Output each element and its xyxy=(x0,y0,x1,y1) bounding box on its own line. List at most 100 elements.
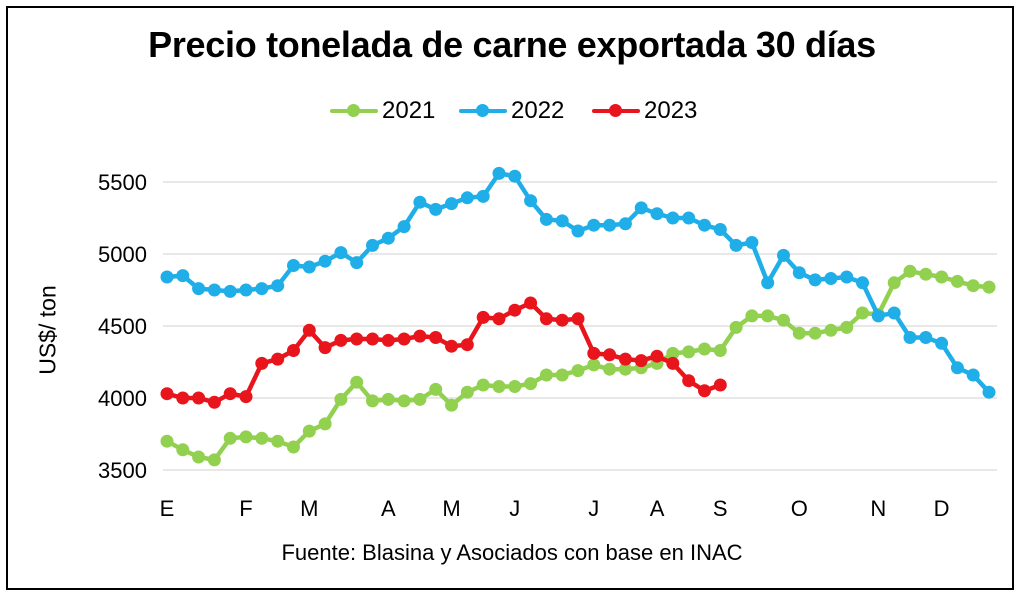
point-2022-5 xyxy=(223,284,237,298)
point-2023-36 xyxy=(713,378,727,392)
point-2021-3 xyxy=(192,450,206,464)
point-2022-51 xyxy=(950,361,964,375)
point-2021-43 xyxy=(824,323,838,337)
point-2023-21 xyxy=(476,310,490,324)
point-2022-19 xyxy=(445,197,458,211)
point-2021-11 xyxy=(318,417,332,431)
series-line-2023 xyxy=(164,300,723,405)
point-2022-52 xyxy=(966,368,980,382)
point-2021-36 xyxy=(713,344,727,357)
legend-label-2021: 2021 xyxy=(382,97,436,124)
point-2021-4 xyxy=(207,453,221,467)
point-2022-24 xyxy=(524,194,538,208)
point-2021-19 xyxy=(445,398,458,412)
chart-frame xyxy=(6,6,1014,590)
point-2021-14 xyxy=(366,394,379,408)
point-2021-40 xyxy=(777,313,790,327)
point-2022-32 xyxy=(650,207,664,221)
point-2023-17 xyxy=(413,329,427,343)
point-2023-29 xyxy=(603,348,617,362)
legend-item-2022: 2022 xyxy=(459,96,564,126)
point-2021-2 xyxy=(176,443,190,457)
x-tick-3: A xyxy=(381,496,396,521)
chart-legend: 2021 2022 2023 xyxy=(0,96,1024,126)
point-2022-17 xyxy=(413,195,427,209)
x-tick-9: O xyxy=(791,496,808,521)
point-2023-23 xyxy=(508,303,522,317)
point-2023-11 xyxy=(318,341,332,355)
point-2021-27 xyxy=(571,364,585,378)
point-2022-7 xyxy=(255,282,269,296)
point-2022-9 xyxy=(287,259,300,272)
point-2021-29 xyxy=(603,362,617,376)
point-2023-32 xyxy=(650,349,664,363)
point-2022-29 xyxy=(603,218,617,232)
point-2022-13 xyxy=(350,256,364,270)
point-2021-25 xyxy=(539,368,553,382)
point-2022-28 xyxy=(587,218,601,232)
point-2022-48 xyxy=(903,331,917,344)
point-2023-12 xyxy=(334,333,348,347)
x-tick-7: A xyxy=(650,496,665,521)
point-2023-4 xyxy=(207,395,221,409)
x-tick-0: E xyxy=(160,496,175,521)
point-2021-8 xyxy=(271,434,285,448)
point-2021-34 xyxy=(682,345,696,359)
series-2022 xyxy=(160,166,996,399)
legend-swatch-2021 xyxy=(330,104,378,117)
point-2021-44 xyxy=(840,320,854,334)
source-note: Fuente: Blasina y Asociados con base en … xyxy=(281,540,743,565)
point-2021-28 xyxy=(587,358,601,372)
point-2022-38 xyxy=(745,236,759,249)
point-2021-24 xyxy=(524,377,538,391)
point-2022-23 xyxy=(508,169,522,183)
x-tick-2: M xyxy=(300,496,318,521)
point-2022-33 xyxy=(666,211,680,225)
point-2021-23 xyxy=(508,380,522,393)
legend-swatch-2023 xyxy=(592,104,640,117)
x-tick-5: J xyxy=(509,496,520,521)
point-2021-5 xyxy=(223,431,237,445)
point-2022-25 xyxy=(539,212,553,226)
legend-item-2023: 2023 xyxy=(592,96,697,126)
point-2023-34 xyxy=(682,374,696,388)
point-2022-12 xyxy=(334,246,348,260)
point-2022-30 xyxy=(618,217,632,231)
point-2022-50 xyxy=(935,336,949,350)
point-2021-1 xyxy=(160,434,174,448)
point-2023-14 xyxy=(366,332,379,346)
point-2022-6 xyxy=(239,283,253,297)
point-2021-16 xyxy=(397,394,411,408)
x-tick-4: M xyxy=(442,496,460,521)
legend-swatch-2022 xyxy=(459,104,507,117)
point-2023-30 xyxy=(618,352,632,366)
x-tick-6: J xyxy=(588,496,599,521)
point-2021-21 xyxy=(476,378,490,392)
point-2023-33 xyxy=(666,356,680,370)
series-2023 xyxy=(160,296,727,409)
point-2023-10 xyxy=(302,323,316,337)
point-2022-8 xyxy=(271,279,285,293)
point-2023-3 xyxy=(192,391,206,405)
point-2023-35 xyxy=(698,384,711,398)
point-2022-2 xyxy=(176,269,190,283)
legend-label-2023: 2023 xyxy=(644,97,698,124)
x-tick-11: D xyxy=(934,496,950,521)
point-2021-6 xyxy=(239,430,253,444)
point-2021-22 xyxy=(492,380,506,393)
point-2022-53 xyxy=(982,385,996,399)
point-2022-4 xyxy=(207,283,221,297)
point-2023-6 xyxy=(239,390,253,404)
point-2021-15 xyxy=(381,392,395,406)
x-tick-10: N xyxy=(870,496,886,521)
point-2023-16 xyxy=(397,332,411,346)
point-2022-37 xyxy=(729,238,743,252)
point-2021-30 xyxy=(618,362,632,376)
point-2023-22 xyxy=(492,312,506,326)
point-2023-15 xyxy=(381,333,395,347)
point-2023-26 xyxy=(555,313,569,327)
point-2023-2 xyxy=(176,391,190,405)
point-2022-39 xyxy=(761,276,775,290)
point-2021-41 xyxy=(792,326,806,340)
